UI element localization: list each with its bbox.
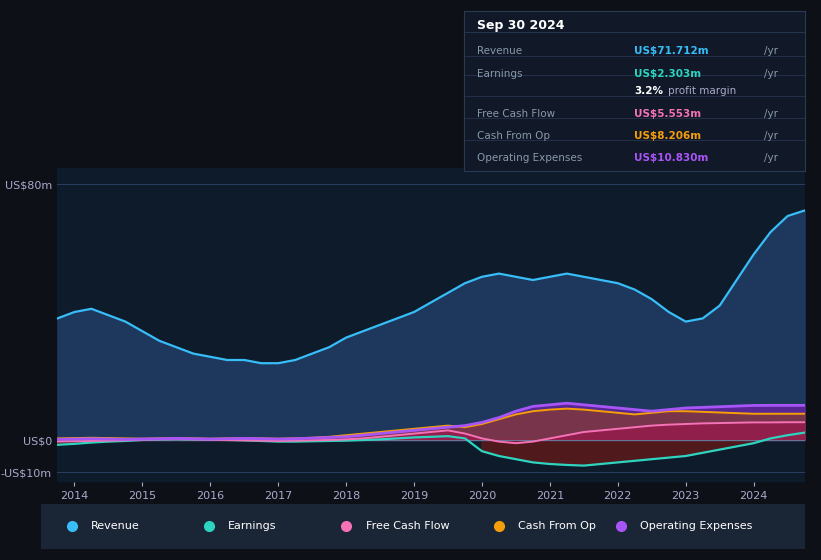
Text: 3.2%: 3.2% bbox=[635, 86, 663, 96]
Text: Free Cash Flow: Free Cash Flow bbox=[478, 109, 556, 119]
Text: Free Cash Flow: Free Cash Flow bbox=[365, 521, 449, 531]
Text: /yr: /yr bbox=[764, 109, 777, 119]
Text: US$8.206m: US$8.206m bbox=[635, 131, 701, 141]
Text: profit margin: profit margin bbox=[668, 86, 736, 96]
Text: US$2.303m: US$2.303m bbox=[635, 69, 701, 78]
Text: /yr: /yr bbox=[764, 153, 777, 164]
Text: Revenue: Revenue bbox=[478, 46, 523, 57]
Text: US$10.830m: US$10.830m bbox=[635, 153, 709, 164]
Text: /yr: /yr bbox=[764, 46, 777, 57]
Text: Cash From Op: Cash From Op bbox=[518, 521, 596, 531]
Text: Sep 30 2024: Sep 30 2024 bbox=[478, 19, 565, 32]
Text: US$71.712m: US$71.712m bbox=[635, 46, 709, 57]
Text: Revenue: Revenue bbox=[90, 521, 140, 531]
Text: /yr: /yr bbox=[764, 69, 777, 78]
Text: Operating Expenses: Operating Expenses bbox=[640, 521, 753, 531]
Text: Earnings: Earnings bbox=[228, 521, 277, 531]
Text: Operating Expenses: Operating Expenses bbox=[478, 153, 583, 164]
Text: Earnings: Earnings bbox=[478, 69, 523, 78]
Text: /yr: /yr bbox=[764, 131, 777, 141]
Text: Cash From Op: Cash From Op bbox=[478, 131, 551, 141]
Text: US$5.553m: US$5.553m bbox=[635, 109, 701, 119]
